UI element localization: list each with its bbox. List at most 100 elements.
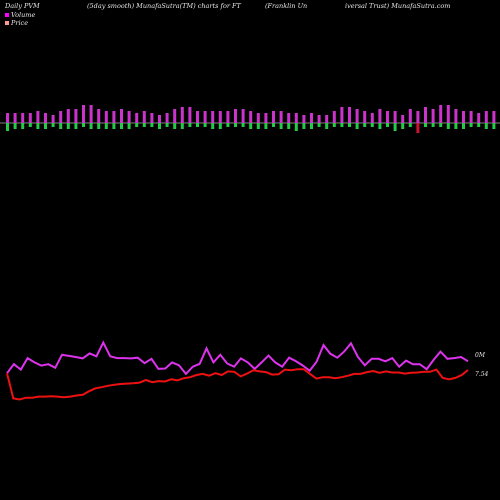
volume-bar-up [348, 107, 351, 123]
volume-bar-up [363, 111, 367, 123]
volume-bar-down [477, 123, 481, 127]
volume-bar-down [36, 123, 40, 129]
volume-bar-down [332, 123, 336, 127]
volume-bar-up [241, 109, 245, 123]
volume-bar-up [386, 111, 389, 123]
volume-bar-down [104, 123, 108, 129]
volume-bar-up [89, 105, 93, 123]
volume-bar-up [158, 115, 161, 123]
volume-bar-up [272, 111, 275, 123]
volume-bar-down [287, 123, 291, 129]
volume-bar-up [234, 109, 237, 123]
volume-bar-down [173, 123, 177, 129]
volume-bar-down [272, 123, 275, 127]
volume-bar-up [112, 111, 116, 123]
volume-bar-down [180, 123, 184, 129]
volume-bar-down [348, 123, 351, 127]
volume-bar-down [127, 123, 131, 129]
volume-bar-up [310, 113, 313, 123]
volume-bar-down [59, 123, 63, 129]
volume-bar-down [370, 123, 374, 127]
volume-bar-up [302, 115, 306, 123]
volume-bar-down [211, 123, 215, 129]
volume-bar-up [82, 105, 85, 123]
volume-bar-up [97, 109, 101, 123]
volume-bar-up [325, 115, 329, 123]
volume-bar-up [424, 107, 427, 123]
volume-bar-down [142, 123, 146, 127]
volume-bar-down [226, 123, 230, 127]
volume-bar-down [439, 123, 443, 127]
volume-bar-down [424, 123, 427, 127]
pvm-right-label: 0M [475, 352, 486, 359]
volume-bar-up [59, 111, 63, 123]
volume-bar-down [416, 123, 420, 133]
volume-bar-down [66, 123, 70, 129]
volume-bar-up [51, 115, 55, 123]
volume-bar-down [165, 123, 169, 127]
volume-bar-down [82, 123, 85, 127]
price-legend-label: Price [11, 19, 29, 27]
price-right-label: 7.54 [475, 371, 489, 378]
volume-bar-down [196, 123, 199, 127]
volume-bar-down [6, 123, 9, 131]
volume-bar-down [120, 123, 123, 129]
volume-bar-up [317, 115, 321, 123]
volume-bar-down [310, 123, 313, 129]
volume-bars [6, 105, 496, 133]
price-line [6, 368, 469, 401]
volume-bar-up [120, 109, 123, 123]
volume-bar-up [21, 113, 25, 123]
volume-bar-up [196, 111, 199, 123]
volume-bar-up [287, 113, 291, 123]
volume-bar-up [188, 107, 192, 123]
header-right-1: (Franklin Un [265, 2, 308, 10]
volume-bar-up [492, 111, 496, 123]
volume-bar-down [112, 123, 116, 129]
volume-bar-up [127, 111, 131, 123]
volume-bar-down [234, 123, 237, 127]
volume-bar-up [249, 111, 253, 123]
legend-price: Price [5, 19, 28, 27]
volume-bar-down [279, 123, 283, 129]
volume-bar-up [408, 109, 412, 123]
volume-bar-up [332, 111, 336, 123]
volume-bar-down [317, 123, 321, 127]
volume-bar-up [74, 109, 78, 123]
volume-bar-up [378, 109, 382, 123]
price-swatch [5, 21, 9, 25]
volume-bar-down [264, 123, 268, 129]
volume-bar-up [294, 113, 298, 123]
volume-bar-down [408, 123, 412, 127]
volume-bar-up [256, 113, 260, 123]
volume-bar-up [393, 111, 397, 123]
volume-bar-down [150, 123, 154, 127]
volume-bar-up [104, 111, 108, 123]
volume-bar-up [462, 111, 465, 123]
volume-bar-down [256, 123, 260, 129]
volume-bar-up [150, 113, 154, 123]
volume-bar-up [180, 107, 184, 123]
volume-bar-down [325, 123, 329, 129]
volume-bar-down [363, 123, 367, 127]
volume-bar-up [36, 111, 40, 123]
volume-bar-up [173, 109, 177, 123]
volume-bar-down [158, 123, 161, 129]
volume-bar-down [89, 123, 93, 129]
volume-bar-down [431, 123, 435, 127]
volume-bar-down [355, 123, 359, 129]
pvm-line [6, 340, 469, 376]
volume-bar-up [13, 113, 17, 123]
volume-bar-down [462, 123, 465, 129]
header-mid: (5day smooth) MunafaSutra(TM) charts for… [87, 2, 241, 10]
volume-bar-down [446, 123, 450, 129]
volume-bar-up [211, 111, 215, 123]
volume-bar-up [439, 105, 443, 123]
volume-bar-down [74, 123, 78, 129]
volume-bar-down [218, 123, 222, 129]
volume-bar-down [135, 123, 139, 127]
volume-bar-down [44, 123, 47, 129]
volume-bar-up [446, 105, 450, 123]
volume-bar-down [97, 123, 101, 129]
volume-bar-up [416, 111, 420, 123]
